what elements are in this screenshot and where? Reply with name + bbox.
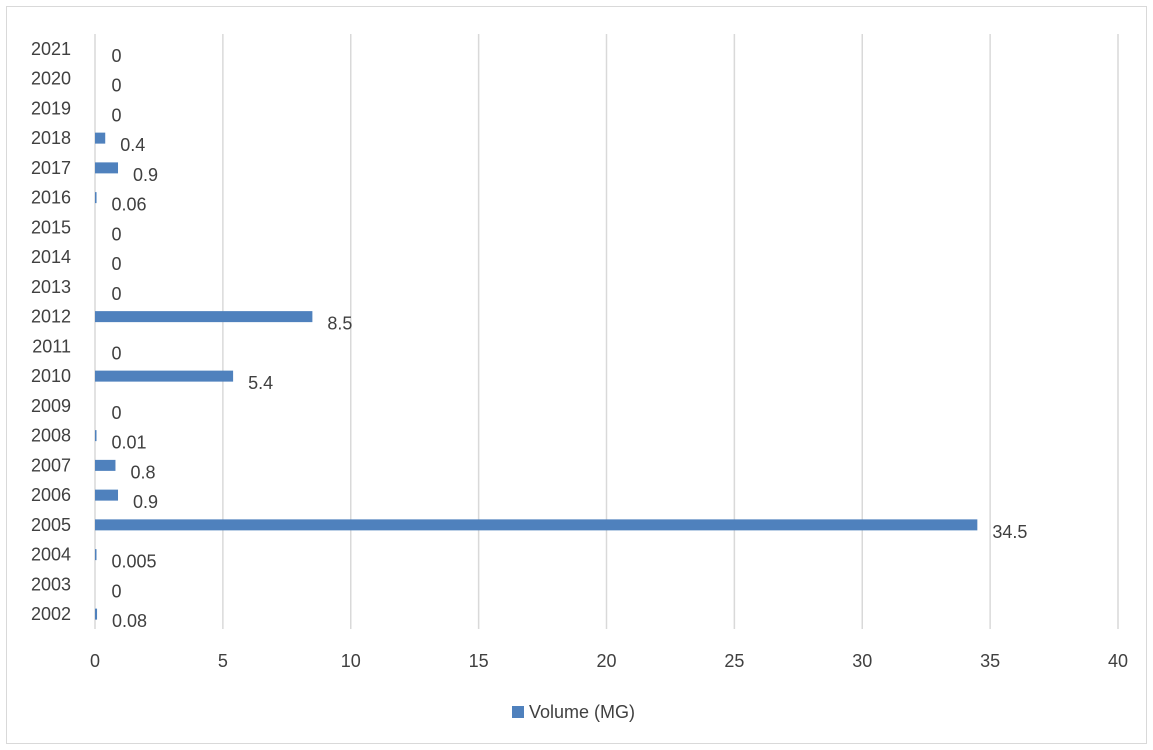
- data-label: 0: [112, 343, 122, 363]
- data-labels: 0.08 0 0.005 34.5 0.9 0.8 0.01 0 5.4 0 8.5 0 0 0 0.06 0…: [112, 46, 1028, 631]
- bar: [95, 192, 97, 204]
- data-label: 5.4: [248, 373, 273, 393]
- data-label: 0: [112, 224, 122, 244]
- y-tick-label: 2003: [31, 574, 71, 594]
- data-label: 0.08: [112, 611, 147, 631]
- data-label: 0: [112, 105, 122, 125]
- y-tick-label: 2007: [31, 455, 71, 475]
- x-tick-label: 25: [724, 651, 744, 671]
- x-tick-label: 15: [469, 651, 489, 671]
- data-label: 0.01: [112, 433, 147, 453]
- x-tick-label: 0: [90, 651, 100, 671]
- legend-swatch: [512, 706, 524, 718]
- bar: [95, 430, 97, 442]
- y-tick-label: 2014: [31, 247, 71, 267]
- y-tick-label: 2006: [31, 485, 71, 505]
- x-tick-label: 20: [596, 651, 616, 671]
- gridlines: [94, 34, 1119, 629]
- y-tick-label: 2008: [31, 426, 71, 446]
- data-label: 0: [112, 254, 122, 274]
- chart-frame: 0.08 0 0.005 34.5 0.9 0.8 0.01 0 5.4 0 8.5 0 0 0 0.06 0…: [6, 6, 1147, 744]
- bars: [95, 132, 978, 620]
- y-tick-label: 2010: [31, 366, 71, 386]
- data-label: 0: [112, 46, 122, 66]
- x-tick-label: 30: [852, 651, 872, 671]
- bar: [95, 608, 98, 620]
- data-label: 0.06: [112, 195, 147, 215]
- data-label: 0: [112, 581, 122, 601]
- y-tick-label: 2017: [31, 158, 71, 178]
- bar: [95, 519, 978, 531]
- x-tick-label: 5: [218, 651, 228, 671]
- y-tick-label: 2004: [31, 545, 71, 565]
- data-label: 0.9: [133, 165, 158, 185]
- y-tick-label: 2021: [31, 39, 71, 59]
- data-label: 0.005: [112, 552, 157, 572]
- y-tick-label: 2018: [31, 128, 71, 148]
- data-label: 34.5: [992, 522, 1027, 542]
- y-axis-tick-labels: 2002 2003 2004 2005 2006 2007 2008 2009 2010 2011…: [31, 39, 71, 624]
- bar: [95, 549, 97, 561]
- x-tick-label: 40: [1108, 651, 1128, 671]
- bar: [95, 311, 313, 323]
- legend-label: Volume (MG): [529, 702, 635, 722]
- x-tick-label: 10: [341, 651, 361, 671]
- bar: [95, 132, 106, 144]
- bar-chart: 0.08 0 0.005 34.5 0.9 0.8 0.01 0 5.4 0 8.5 0 0 0 0.06 0…: [31, 34, 1128, 722]
- y-tick-label: 2019: [31, 98, 71, 118]
- y-tick-label: 2016: [31, 188, 71, 208]
- y-tick-label: 2020: [31, 69, 71, 89]
- y-tick-label: 2011: [32, 336, 71, 356]
- y-tick-label: 2013: [31, 277, 71, 297]
- y-tick-label: 2012: [31, 307, 71, 327]
- bar: [95, 162, 119, 174]
- data-label: 0.8: [130, 462, 155, 482]
- bar: [95, 459, 116, 471]
- y-tick-label: 2005: [31, 515, 71, 535]
- data-label: 0.4: [120, 135, 145, 155]
- data-label: 0: [112, 403, 122, 423]
- y-tick-label: 2015: [31, 217, 71, 237]
- data-label: 0: [112, 76, 122, 96]
- legend: Volume (MG): [512, 702, 635, 722]
- y-tick-label: 2002: [31, 604, 71, 624]
- bar: [95, 370, 234, 382]
- bar: [95, 489, 119, 501]
- y-tick-label: 2009: [31, 396, 71, 416]
- data-label: 0: [112, 284, 122, 304]
- x-axis-tick-labels: 0 5 10 15 20 25 30 35 40: [90, 651, 1128, 671]
- x-tick-label: 35: [980, 651, 1000, 671]
- data-label: 0.9: [133, 492, 158, 512]
- data-label: 8.5: [327, 314, 352, 334]
